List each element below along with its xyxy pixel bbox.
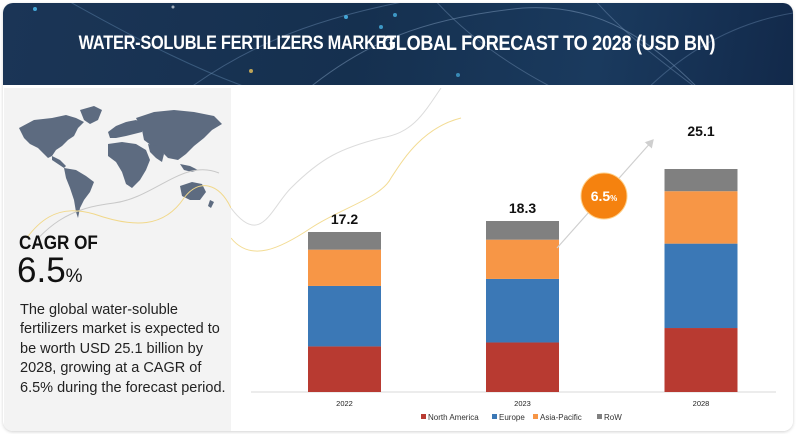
- bar-segment-north-america-2023: [486, 342, 559, 392]
- bar-segment-asia-pacific-2028: [664, 191, 738, 244]
- header-banner: WATER-SOLUBLE FERTILIZERS MARKET GLOBAL …: [3, 3, 793, 85]
- legend-swatch: [533, 414, 538, 419]
- cagr-badge-value: 6.5: [591, 188, 611, 204]
- legend-item-row: RoW: [597, 413, 622, 422]
- summary-panel: CAGR OF 6.5% The global water-soluble fe…: [4, 88, 231, 431]
- stacked-bar-chart: 17.2 2022 18.3 2023 25.1 2028 6.5% North Amer…: [230, 87, 776, 422]
- bar-segment-asia-pacific-2023: [486, 239, 559, 279]
- cagr-badge: [580, 172, 628, 220]
- x-tick-label-2022: 2022: [336, 399, 353, 408]
- bar-group-2023: 18.3 2023: [486, 200, 559, 408]
- cagr-value: 6.5%: [17, 251, 83, 297]
- legend-item-europe: Europe: [492, 413, 525, 422]
- legend-label: Asia-Pacific: [540, 413, 582, 422]
- legend-swatch: [597, 414, 602, 419]
- legend-label: Europe: [499, 413, 525, 422]
- legend-swatch: [421, 414, 426, 419]
- bar-group-2028: 25.1 2028: [664, 123, 738, 408]
- bar-segment-row-2022: [308, 232, 381, 250]
- total-label-2023: 18.3: [509, 200, 536, 216]
- bar-group-2022: 17.2 2022: [308, 211, 381, 408]
- cagr-label: CAGR OF: [19, 233, 98, 254]
- market-description: The global water-soluble fertilizers mar…: [20, 302, 226, 396]
- legend-swatch: [492, 414, 497, 419]
- decorative-curve-yellow: [230, 117, 462, 252]
- bar-segment-north-america-2028: [664, 328, 738, 392]
- bar-segment-europe-2022: [308, 285, 381, 347]
- legend-item-north-america: North America: [421, 413, 479, 422]
- chart-area: 17.2 2022 18.3 2023 25.1 2028 6.5% North Amer…: [230, 87, 793, 431]
- cagr-number: 6.5: [17, 251, 66, 290]
- world-map-icon: [19, 106, 231, 238]
- bar-segment-europe-2028: [664, 243, 738, 329]
- bar-segment-row-2023: [486, 221, 559, 240]
- bar-segment-asia-pacific-2022: [308, 249, 381, 286]
- bar-segment-row-2028: [664, 169, 738, 192]
- title-part-market: WATER-SOLUBLE FERTILIZERS MARKET: [78, 33, 396, 54]
- header-light-trails-decoration: [33, 3, 793, 85]
- cagr-unit: %: [65, 266, 83, 287]
- x-tick-label-2028: 2028: [693, 399, 710, 408]
- infographic-card: WATER-SOLUBLE FERTILIZERS MARKET GLOBAL …: [3, 3, 793, 431]
- legend-item-asia-pacific: Asia-Pacific: [533, 413, 582, 422]
- bar-segment-europe-2023: [486, 278, 559, 343]
- title-part-forecast: GLOBAL FORECAST TO 2028 (USD BN): [381, 32, 716, 55]
- decorative-curve-gray: [230, 87, 442, 226]
- legend-label: RoW: [604, 413, 622, 422]
- page-title: WATER-SOLUBLE FERTILIZERS MARKET GLOBAL …: [3, 3, 793, 85]
- legend-label: North America: [428, 413, 479, 422]
- cagr-badge-label: 6.5%: [591, 188, 618, 204]
- total-label-2028: 25.1: [687, 123, 714, 139]
- bar-segment-north-america-2022: [308, 346, 381, 392]
- cagr-badge-unit: %: [610, 194, 617, 203]
- x-tick-label-2023: 2023: [514, 399, 531, 408]
- total-label-2022: 17.2: [331, 211, 358, 227]
